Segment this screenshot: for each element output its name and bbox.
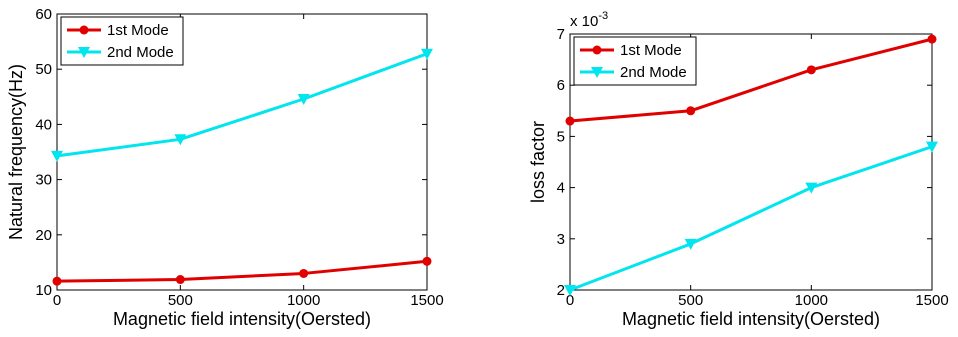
x-tick-label: 0 [566,292,574,309]
x-axis-label: Magnetic field intensity(Oersted) [622,309,880,329]
legend-marker-2 [591,67,603,78]
x-tick-label: 1000 [287,292,320,309]
legend-box [60,16,184,66]
series-line-1 [56,259,428,283]
data-point-1 [927,34,937,44]
data-point-2 [805,182,818,194]
y-tick-label: 10 [35,282,52,299]
x-tick-label: 0 [53,292,61,309]
y-tick-label: 4 [557,180,565,197]
data-point-1 [422,256,432,266]
data-point-2 [174,134,187,146]
data-point-1 [565,116,575,126]
x-tick-label: 1000 [795,292,828,309]
legend-label-2: 2nd Mode [620,64,687,81]
legend-marker-2 [78,47,90,58]
x-tick-label: 500 [168,292,193,309]
chart-panel-2: 0 500 1000 1500 2 3 4 5 6 7 Magnetic field intensi… [528,10,949,329]
y-tick-label: 40 [35,116,52,133]
legend-label-1: 1st Mode [107,22,169,39]
series-line-2 [56,52,428,158]
data-point-2 [51,150,63,162]
y-multiplier: x 10-3 [570,10,608,30]
y-axis-label: loss factor [528,121,548,203]
data-point-1 [52,276,62,286]
x-tick-label: 500 [678,292,703,309]
series-line-1 [569,37,933,123]
legend-marker-1 [592,45,602,55]
legend-label-2: 2nd Mode [107,44,174,61]
data-point-2 [564,285,576,296]
chart-panel-1: 0 500 1000 1500 10 20 30 40 50 60 Magnetic field i… [6,6,444,329]
legend-box [573,36,697,86]
y-tick-label: 20 [35,227,52,244]
data-point-1 [175,275,185,285]
data-point-2 [421,48,433,60]
y-tick-label: 3 [557,231,565,248]
data-point-1 [299,268,309,278]
y-multiplier-exponent: -3 [598,10,608,22]
legend-label-1: 1st Mode [620,42,682,59]
data-point-2 [684,238,697,250]
data-point-1 [806,65,816,75]
series-line-2 [569,145,933,292]
y-tick-label: 5 [557,128,565,145]
y-tick-label: 30 [35,172,52,189]
x-axis-label: Magnetic field intensity(Oersted) [113,309,371,329]
legend: 1st Mode 2nd Mode [573,36,697,86]
legend: 1st Mode 2nd Mode [60,16,184,66]
legend-marker-1 [79,25,89,35]
y-axis-label: Natural frequency(Hz) [6,64,26,240]
x-tick-label: 1500 [410,292,443,309]
y-tick-label: 7 [557,26,565,43]
y-tick-label: 6 [557,77,565,94]
y-tick-label: 2 [557,282,565,299]
data-point-2 [926,141,938,153]
y-tick-label: 60 [35,6,52,23]
y-tick-label: 50 [35,61,52,78]
data-point-1 [686,106,696,116]
data-point-2 [297,94,310,106]
x-tick-label: 1500 [915,292,948,309]
